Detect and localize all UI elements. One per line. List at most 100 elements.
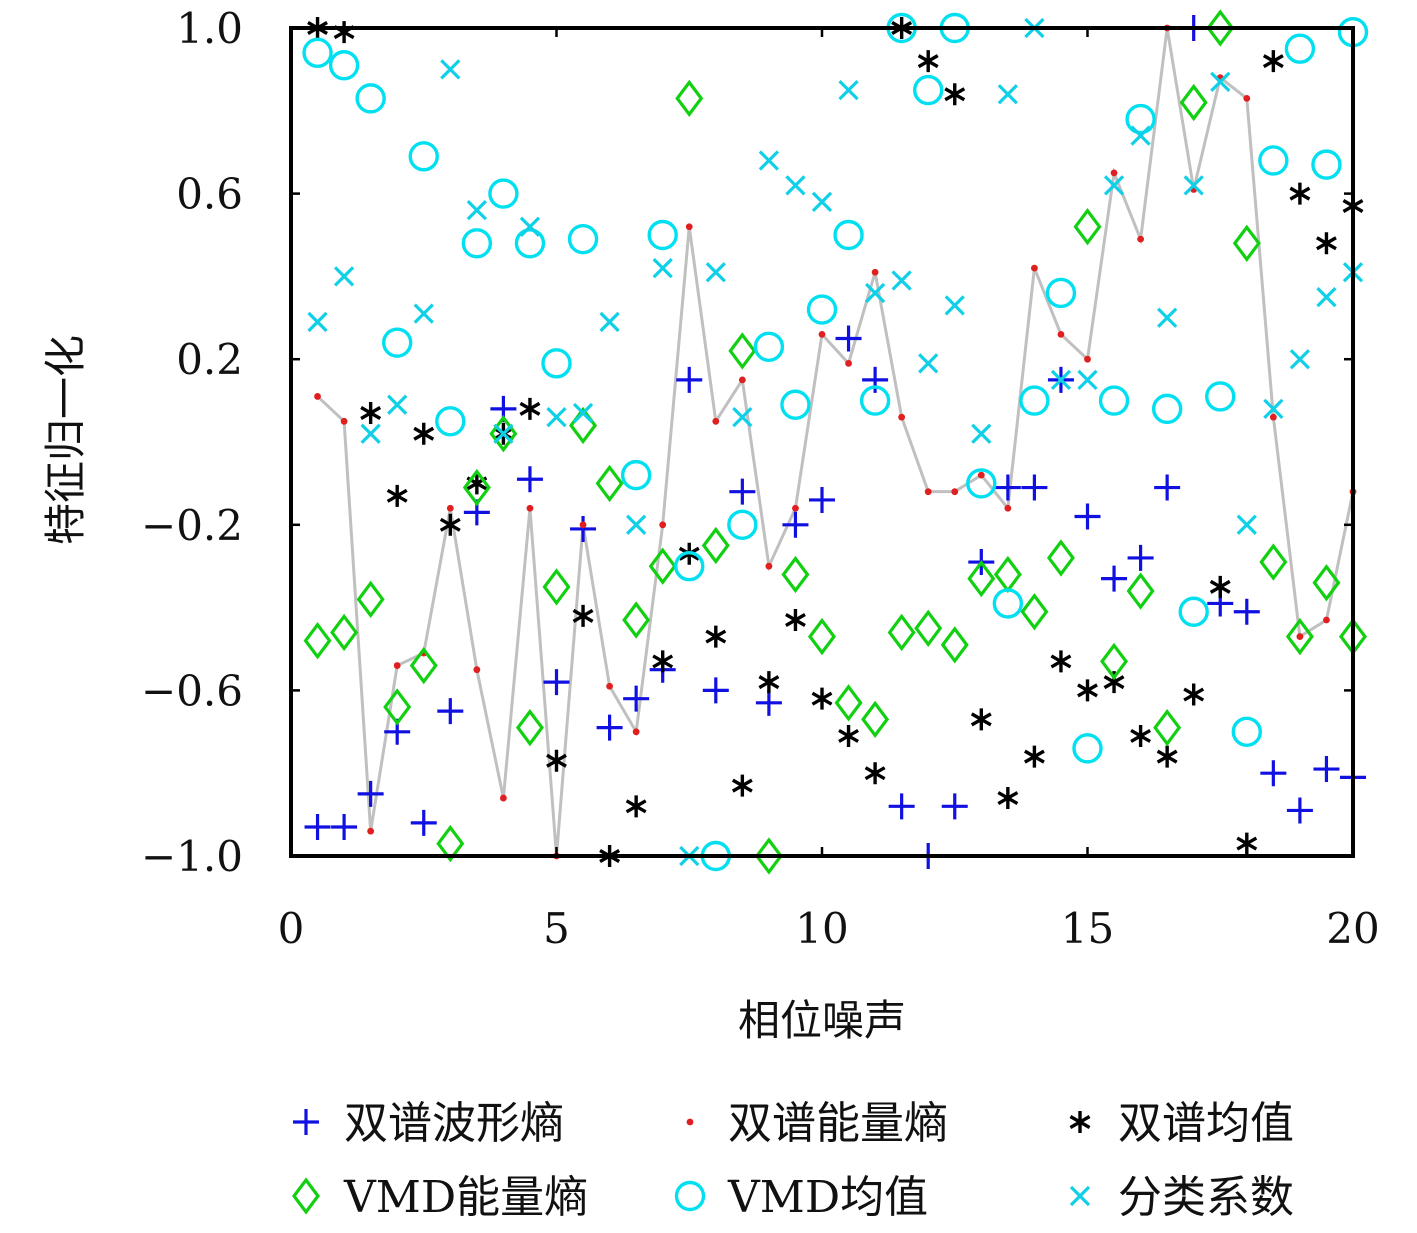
point-s4-18: [780, 389, 811, 420]
point-s4-3: [382, 327, 413, 358]
point-s3-1: [330, 613, 359, 652]
point-s1-0: [314, 393, 321, 400]
y-tick-label: 1.0: [176, 4, 243, 53]
point-s1-1: [340, 417, 348, 425]
point-s0-37: [1286, 797, 1313, 824]
point-s1-12: [632, 728, 640, 736]
point-s1-2: [367, 827, 375, 835]
point-s5-19: [811, 191, 833, 213]
point-s4-38: [1311, 149, 1342, 180]
point-s5-33: [1183, 175, 1204, 196]
point-s2-21: [864, 762, 886, 785]
point-s4-5: [435, 406, 466, 437]
point-s1-16: [738, 376, 746, 384]
point-s4-34: [1205, 381, 1236, 412]
point-s5-16: [732, 407, 753, 428]
point-s5-22: [891, 270, 912, 291]
point-s0-31: [1127, 544, 1154, 571]
point-s2-1: [333, 21, 355, 44]
point-s2-13: [652, 650, 674, 673]
point-s3-3: [383, 688, 412, 726]
point-s4-1: [328, 50, 360, 81]
point-s1-7: [500, 794, 507, 802]
point-s0-29: [1074, 503, 1101, 530]
point-s5-23: [918, 353, 939, 374]
point-s5-10: [572, 402, 594, 424]
point-s5-1: [333, 266, 355, 287]
legend-label-2: 双谱均值: [1118, 1098, 1294, 1149]
y-tick-label: −1.0: [141, 832, 243, 881]
point-s4-28: [1045, 277, 1077, 309]
point-s4-6: [461, 228, 493, 259]
point-s3-5: [436, 824, 465, 863]
point-s0-16: [729, 478, 756, 505]
point-s5-5: [440, 59, 461, 80]
point-s0-30: [1101, 565, 1128, 592]
point-s0-22: [888, 793, 915, 820]
point-s3-7: [489, 415, 518, 453]
point-s0-19: [809, 486, 835, 513]
point-s1-30: [1110, 169, 1118, 177]
x-tick-label: 10: [795, 904, 848, 953]
point-s2-18: [785, 609, 806, 632]
x-tick-label: 20: [1326, 904, 1379, 953]
point-s5-3: [387, 394, 408, 415]
point-s1-15: [712, 417, 720, 425]
point-s3-17: [754, 837, 783, 875]
point-s4-0: [302, 37, 333, 69]
point-s4-27: [1019, 385, 1050, 416]
point-s3-8: [515, 708, 544, 747]
point-s4-35: [1231, 716, 1263, 747]
legend-marker-3: [292, 1177, 320, 1215]
point-s3-22: [887, 613, 916, 652]
point-s1-14: [685, 223, 693, 231]
point-s5-6: [466, 200, 487, 221]
point-s0-26: [994, 474, 1021, 501]
point-s3-32: [1153, 708, 1182, 747]
point-s4-14: [674, 551, 705, 582]
point-s1-25: [977, 471, 985, 479]
point-s5-13: [652, 257, 673, 279]
point-s0-9: [543, 669, 570, 696]
point-s2-27: [1023, 745, 1045, 768]
y-tick-label: −0.2: [141, 501, 243, 550]
point-s4-32: [1151, 393, 1183, 425]
point-s2-23: [917, 50, 939, 73]
point-s1-20: [845, 359, 852, 367]
y-tick-label: 0.6: [176, 170, 243, 219]
point-s0-2: [357, 780, 384, 807]
point-s1-29: [1084, 355, 1091, 363]
point-s4-4: [408, 141, 439, 172]
point-s0-35: [1233, 598, 1260, 625]
point-s3-9: [542, 568, 571, 606]
point-s5-29: [1077, 369, 1098, 391]
point-s2-3: [386, 484, 408, 507]
point-s0-12: [623, 685, 650, 712]
point-s3-35: [1232, 224, 1261, 262]
point-s4-8: [514, 228, 546, 259]
point-s5-32: [1157, 307, 1178, 328]
data-marks: [302, 9, 1369, 875]
point-s3-0: [303, 622, 332, 660]
point-s0-20: [835, 325, 862, 352]
point-s5-0: [307, 311, 328, 333]
point-s4-31: [1125, 103, 1156, 135]
point-s4-17: [753, 331, 785, 362]
point-s2-35: [1236, 832, 1258, 855]
point-s2-5: [439, 513, 461, 536]
point-s3-21: [861, 700, 890, 739]
point-s5-9: [546, 407, 567, 428]
point-s1-5: [446, 504, 454, 512]
point-s1-13: [659, 521, 667, 529]
point-s5-28: [1050, 369, 1072, 391]
point-s1-6: [473, 666, 481, 674]
axis-ticks: 0 5 10 15 20 1.0 0.6 0.2 −0.2 −0.6 −1.0: [141, 4, 1380, 953]
point-s0-5: [437, 698, 464, 725]
point-s3-26: [993, 555, 1022, 594]
point-s2-30: [1103, 671, 1125, 694]
point-s5-12: [626, 514, 647, 535]
point-s0-38: [1313, 756, 1340, 783]
point-s2-2: [360, 402, 382, 425]
x-axis-title: 相位噪声: [738, 996, 906, 1045]
